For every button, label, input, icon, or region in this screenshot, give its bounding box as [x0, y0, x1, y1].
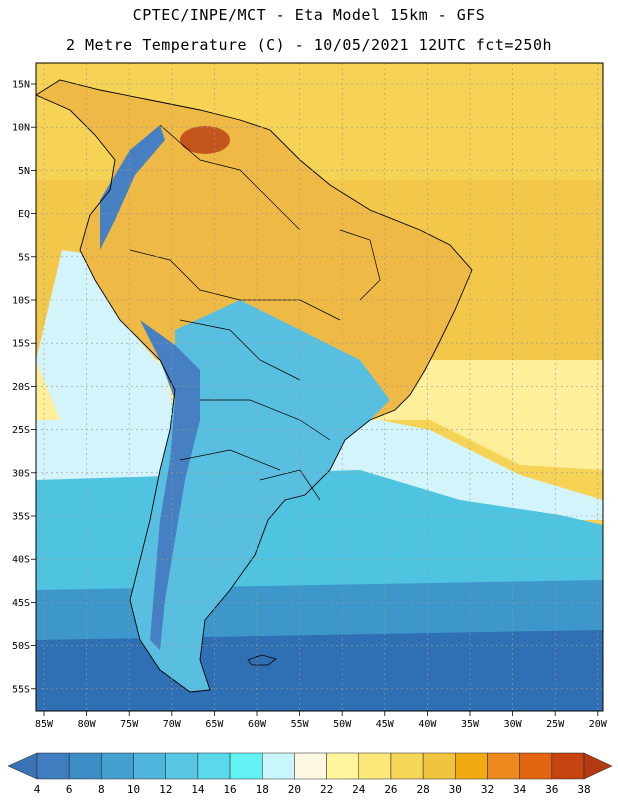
longitude-label: 65W	[205, 719, 224, 730]
colorbar-label: 4	[34, 783, 41, 796]
latitude-label: 10N	[12, 123, 30, 134]
colorbar-label: 10	[127, 783, 140, 796]
latitude-labels: 15N 10N 5N EQ 5S 10S 15S 20S 25S 30S 35S 40S 45S 50S 5…	[12, 80, 36, 695]
latitude-label: EQ	[18, 209, 30, 220]
colorbar-swatch	[326, 752, 360, 780]
colorbar-label: 12	[159, 783, 172, 796]
colorbar-label: 38	[577, 783, 590, 796]
falkland-islands	[247, 654, 277, 666]
colorbar-swatch	[294, 752, 327, 780]
title-line-1: CPTEC/INPE/MCT - Eta Model 15km - GFS	[132, 6, 486, 24]
colorbar-swatch	[551, 752, 585, 780]
longitude-label: 75W	[120, 719, 139, 730]
latitude-label: 55S	[12, 684, 30, 695]
longitude-label: 60W	[248, 719, 267, 730]
colorbar-label: 34	[513, 783, 527, 796]
latitude-label: 50S	[12, 641, 30, 652]
colorbar-label: 8	[98, 783, 105, 796]
latitude-label: 45S	[12, 598, 30, 609]
pacific-cool-current	[36, 250, 175, 430]
longitude-label: 30W	[504, 719, 523, 730]
map-field	[36, 63, 603, 711]
latitude-label: 15N	[12, 80, 30, 91]
latitude-label: 40S	[12, 555, 30, 566]
colorbar-label: 26	[384, 783, 397, 796]
colorbar-swatch	[487, 752, 520, 780]
colorbar-swatch	[422, 752, 456, 780]
colorbar-swatch	[133, 752, 166, 780]
colorbar-label: 24	[352, 783, 366, 796]
colorbar-label: 28	[416, 783, 429, 796]
colorbar-swatch	[261, 752, 295, 780]
colorbar-swatch	[455, 752, 488, 780]
colorbar-label: 14	[191, 783, 205, 796]
coastline	[36, 79, 473, 693]
longitude-label: 70W	[163, 719, 182, 730]
country-borders	[129, 124, 381, 501]
colorbar-label: 22	[320, 783, 333, 796]
latitude-label: 35S	[12, 512, 30, 523]
map-frame	[35, 62, 604, 712]
colorbar-swatch	[101, 752, 134, 780]
colorbar-swatch	[197, 752, 231, 780]
longitude-labels: 85W 80W 75W 70W 65W 60W 55W 50W 45W 40W 35W 30W 25W 2…	[35, 711, 608, 730]
latitude-label: 25S	[12, 425, 30, 436]
longitude-label: 85W	[35, 719, 54, 730]
colorbar-label: 20	[288, 783, 301, 796]
longitude-label: 80W	[78, 719, 97, 730]
colorbar-swatch	[165, 752, 199, 780]
latitude-label: 10S	[12, 296, 30, 307]
colorbar-swatch	[68, 752, 102, 780]
andes-cold-ridge	[100, 125, 200, 650]
hot-spot	[180, 126, 230, 154]
colorbar-swatch	[358, 752, 392, 780]
colorbar-label: 32	[481, 783, 494, 796]
latitude-label: 20S	[12, 382, 30, 393]
longitude-label: 25W	[546, 719, 565, 730]
latitude-label: 15S	[12, 339, 30, 350]
colorbar-high-arrow	[583, 752, 613, 780]
title-line-2: 2 Metre Temperature (C) - 10/05/2021 12U…	[65, 36, 553, 54]
colorbar-low-arrow	[7, 752, 38, 780]
lat-lon-grid	[36, 63, 603, 711]
colorbar-swatch	[390, 752, 424, 780]
colorbar	[7, 752, 613, 780]
longitude-label: 50W	[333, 719, 352, 730]
longitude-label: 35W	[461, 719, 480, 730]
colorbar-swatch	[36, 752, 70, 780]
latitude-label: 5S	[18, 252, 30, 263]
ocean-band-coldest	[36, 630, 603, 711]
longitude-label: 55W	[291, 719, 310, 730]
longitude-label: 20W	[589, 719, 608, 730]
colorbar-label: 16	[223, 783, 236, 796]
colorbar-swatch	[229, 752, 263, 780]
colorbar-label: 36	[545, 783, 558, 796]
latitude-label: 5N	[18, 166, 30, 177]
longitude-label: 45W	[376, 719, 395, 730]
colorbar-label: 30	[449, 783, 462, 796]
latitude-label: 30S	[12, 468, 30, 479]
colorbar-label: 18	[256, 783, 269, 796]
colorbar-labels: 4 6 8 10 12 14 16 18 20 22 24 26 28 30 32 34 36 38	[34, 783, 591, 796]
longitude-label: 40W	[418, 719, 437, 730]
colorbar-swatch	[519, 752, 553, 780]
colorbar-label: 6	[66, 783, 73, 796]
